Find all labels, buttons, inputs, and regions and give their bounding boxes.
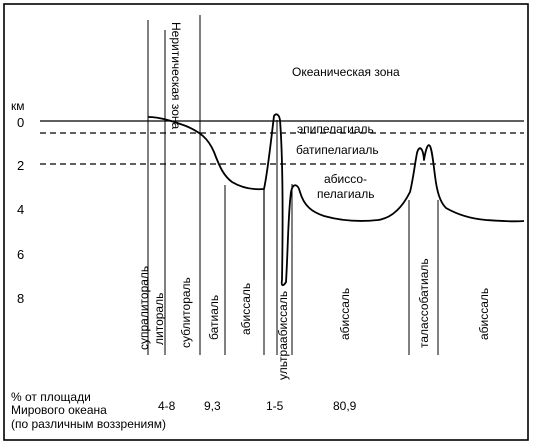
depth-tick-label: 6 bbox=[17, 247, 24, 262]
benthic-zone-label: сублитораль bbox=[179, 277, 193, 348]
benthic-zone-label: литораль bbox=[152, 293, 166, 345]
benthic-zone-label: абиссаль bbox=[239, 283, 253, 335]
benthic-zone-label: талассобатиаль bbox=[417, 258, 431, 348]
batipelagial-label: батипелагиаль bbox=[296, 143, 379, 157]
percentage-value: 80,9 bbox=[333, 399, 357, 413]
figure-border bbox=[3, 3, 529, 441]
zone-separators bbox=[147, 15, 439, 355]
neritic-zone-label: Неритическая зона bbox=[169, 22, 183, 130]
epipelagial-label: эпипелагиаль bbox=[297, 122, 374, 136]
depth-tick-label: 8 bbox=[17, 291, 24, 306]
benthic-zone-label: супралитораль bbox=[137, 266, 151, 350]
footnote-line-1: % от площади bbox=[11, 390, 91, 404]
percentage-value: 1-5 bbox=[266, 399, 284, 413]
percentage-value: 9,3 bbox=[204, 399, 221, 413]
benthic-zone-labels: супралитораль литораль сублитораль батиа… bbox=[137, 258, 491, 380]
footnote-line-3: (по различным воззрениям) bbox=[11, 417, 166, 431]
ocean-floor-profile bbox=[147, 113, 525, 287]
depth-tick-label: 4 bbox=[17, 202, 24, 217]
benthic-zone-label: абиссаль bbox=[338, 288, 352, 340]
axis-unit-label: км bbox=[11, 99, 25, 113]
benthic-zone-label: батиаль bbox=[207, 295, 221, 340]
benthic-zone-label: ультраабиссаль bbox=[276, 291, 290, 380]
benthic-zone-label: абиссаль bbox=[477, 288, 491, 340]
percentage-value: 4-8 bbox=[158, 399, 176, 413]
depth-tick-label: 0 bbox=[17, 115, 24, 130]
abissopelagial-label: абиссо- bbox=[324, 172, 367, 186]
oceanic-zone-label: Океаническая зона bbox=[292, 65, 400, 79]
depth-tick-label: 2 bbox=[17, 158, 24, 173]
abissopelagial-label: пелагиаль bbox=[317, 187, 374, 201]
depth-ticks: 0 2 4 6 8 bbox=[17, 115, 24, 306]
footnote-line-2: Мирового океана bbox=[11, 403, 107, 417]
